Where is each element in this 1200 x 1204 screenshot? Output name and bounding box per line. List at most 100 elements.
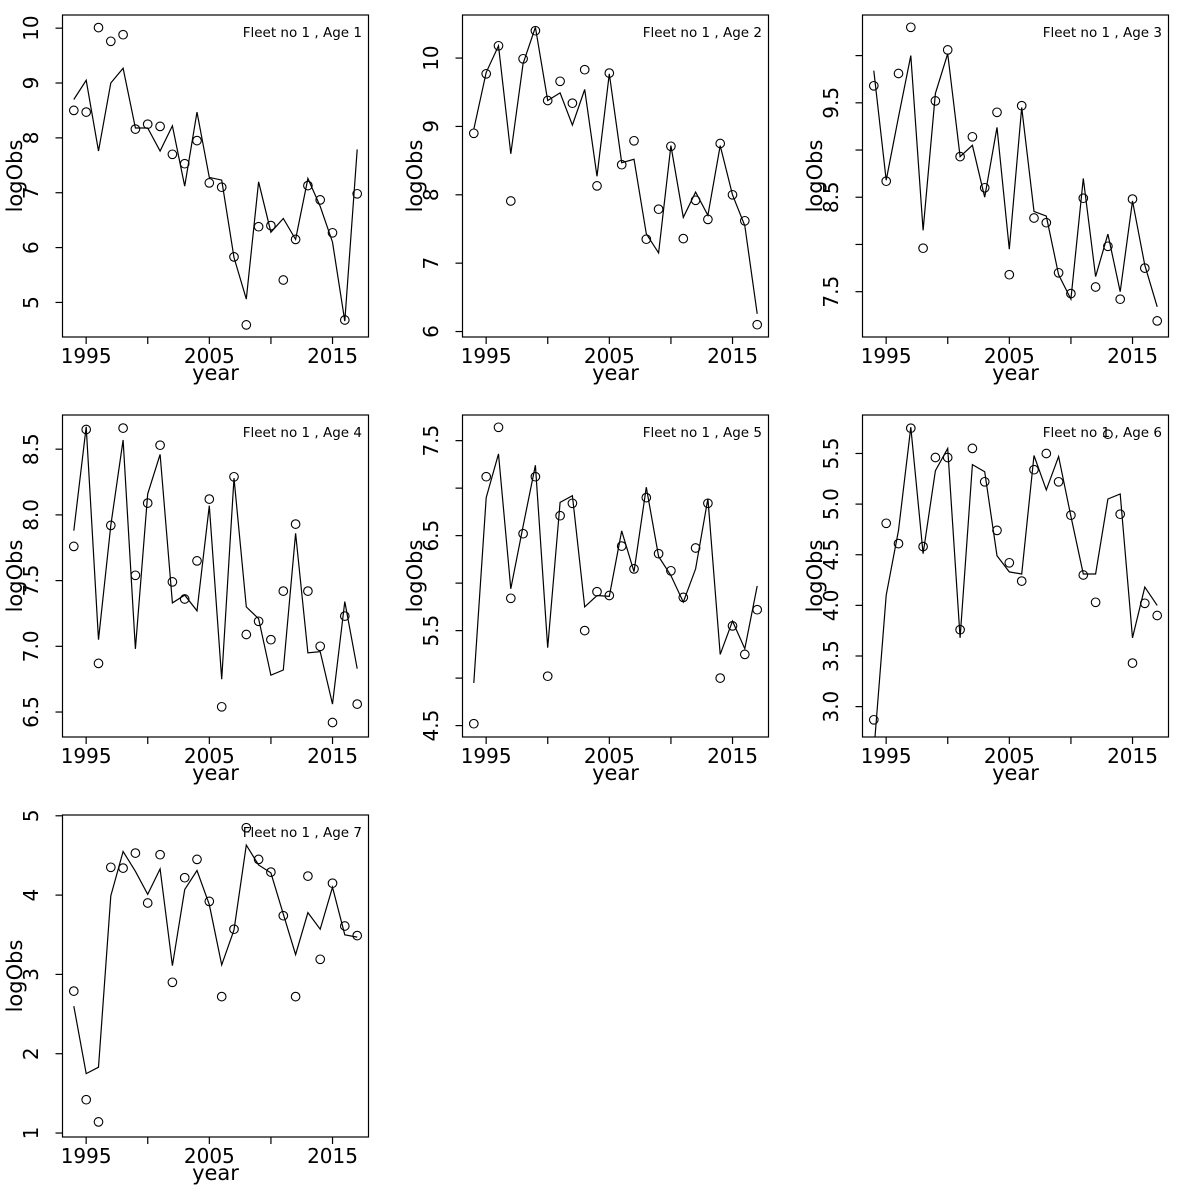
observation-point: [155, 121, 165, 132]
observation-point: [604, 590, 615, 601]
observation-point: [1090, 282, 1101, 292]
observation-point: [167, 577, 178, 587]
y-axis-title: logObs: [403, 540, 427, 613]
y-tick-label: 5: [19, 296, 43, 309]
observation-point: [229, 252, 239, 262]
y-tick-label: 3.0: [819, 691, 843, 723]
panel-title: Fleet no 1 , Age 4: [243, 425, 362, 441]
observation-point: [142, 119, 153, 130]
observation-point: [752, 319, 763, 330]
observation-point: [327, 878, 338, 889]
panel-fleet1-age5: 1995 2005 2015 4.5 5.5 6.5 7.5 logObs year Fleet …: [400, 400, 800, 800]
x-tick-label: 2005: [184, 1144, 235, 1168]
observation-point: [542, 95, 553, 106]
fitted-line: [473, 453, 758, 683]
empty-cell: [800, 800, 1200, 1200]
observation-point: [481, 471, 492, 482]
observation-point: [130, 124, 141, 134]
observation-point: [567, 98, 578, 109]
x-tick-label: 2015: [1107, 744, 1158, 768]
y-tick-label: 5: [19, 809, 43, 822]
x-tick-label: 2015: [307, 1144, 358, 1168]
observation-point: [881, 176, 892, 187]
observation-point: [592, 181, 602, 191]
observation-point: [666, 141, 676, 152]
y-tick-label: 4: [19, 889, 43, 902]
observation-point: [1004, 269, 1015, 280]
observation-point: [204, 178, 215, 188]
observation-point: [327, 227, 338, 238]
x-tick-label: 1995: [461, 344, 512, 368]
observation-point: [905, 423, 916, 434]
observation-point: [616, 541, 627, 551]
observation-point: [1078, 193, 1089, 204]
observation-point: [266, 220, 276, 231]
observation-point: [992, 107, 1002, 118]
observation-point: [142, 498, 153, 508]
observation-point: [979, 476, 990, 487]
observation-point: [653, 548, 664, 559]
x-tick-label: 2015: [307, 344, 358, 368]
observation-point: [81, 107, 92, 117]
observation-point: [216, 182, 227, 193]
observation-point: [555, 510, 565, 521]
observation-point: [678, 592, 689, 603]
observation-point: [493, 40, 504, 51]
y-axis-title: logObs: [403, 140, 427, 213]
observation-point: [1152, 316, 1163, 326]
observation-point: [542, 671, 553, 682]
observation-point: [893, 68, 904, 79]
observation-point: [352, 930, 363, 941]
x-tick-label: 2005: [184, 344, 235, 368]
observation-point: [955, 624, 965, 635]
y-tick-label: 5.0: [819, 488, 843, 520]
observation-point: [315, 195, 326, 205]
x-axis-title: year: [992, 761, 1039, 785]
observation-point: [93, 22, 104, 33]
y-tick-label: 2: [19, 1047, 43, 1060]
observation-point: [192, 556, 202, 566]
observation-point: [1139, 598, 1150, 609]
panel-fleet1-age2: 1995 2005 2015 6 7 8 9 10 logObs year Fleet no 1 ,…: [400, 0, 800, 400]
y-tick-label: 9: [19, 77, 43, 90]
fitted-line: [874, 427, 1158, 737]
observation-point: [192, 854, 202, 865]
observation-point: [192, 135, 202, 146]
observation-point: [505, 593, 516, 604]
plot-box: [61, 14, 370, 338]
observation-point: [339, 611, 350, 621]
x-axis-title: year: [192, 361, 239, 385]
observation-point: [967, 131, 978, 142]
observation-point: [266, 634, 276, 645]
age1-plot-svg: 1995 2005 2015 5 6 7 8 9 10 logObs year Fleet no 1 …: [3, 14, 370, 385]
observation-point: [1029, 213, 1039, 223]
observation-point: [629, 564, 639, 574]
observation-point: [1103, 241, 1113, 252]
observation-point: [303, 871, 313, 881]
observation-point: [1016, 576, 1027, 586]
observation-point: [690, 543, 701, 553]
x-tick-label: 2005: [984, 744, 1035, 768]
y-tick-label: 7: [19, 186, 43, 199]
observation-point: [253, 854, 264, 865]
observation-point: [703, 498, 713, 509]
observation-point: [641, 492, 652, 503]
observation-point: [179, 872, 190, 883]
observation-point: [930, 452, 941, 463]
observation-point: [93, 658, 104, 669]
observation-point: [715, 673, 726, 683]
plot-box: [61, 814, 370, 1138]
observation-point: [1041, 217, 1052, 228]
observation-point: [629, 135, 639, 146]
observation-point: [555, 76, 565, 87]
observation-point: [204, 494, 215, 504]
observation-point: [616, 159, 627, 170]
x-tick-label: 1995: [61, 1144, 112, 1168]
observation-point: [918, 541, 928, 552]
observation-point: [752, 604, 763, 615]
y-tick-label: 3.5: [819, 640, 843, 672]
observation-point: [229, 924, 239, 935]
observation-point: [278, 586, 289, 596]
panel-fleet1-age1: 1995 2005 2015 5 6 7 8 9 10 logObs year Fleet no 1 …: [0, 0, 400, 400]
observation-point: [530, 25, 541, 36]
